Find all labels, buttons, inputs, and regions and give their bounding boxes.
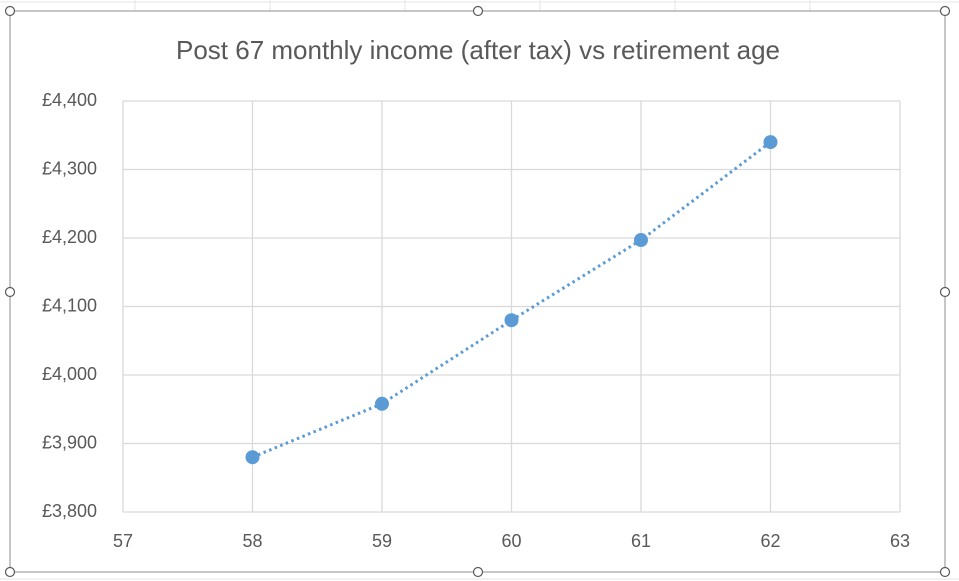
x-tick-label: 58: [242, 531, 262, 551]
x-tick-label: 62: [760, 531, 780, 551]
x-tick-label: 57: [113, 531, 133, 551]
data-point: [763, 135, 778, 150]
data-point: [245, 450, 260, 465]
data-point: [375, 396, 389, 411]
y-tick-label: £4,100: [42, 295, 97, 315]
x-tick-label: 59: [372, 531, 392, 551]
data-point: [634, 233, 648, 248]
data-point: [504, 313, 519, 328]
x-tick-label: 63: [890, 531, 910, 551]
y-tick-label: £4,000: [42, 364, 97, 384]
chart-frame[interactable]: [9, 10, 946, 573]
resize-handles[interactable]: [4, 5, 951, 578]
y-tick-label: £3,800: [42, 501, 97, 521]
y-tick-label: £4,200: [42, 227, 97, 247]
x-tick-label: 61: [631, 531, 651, 551]
y-tick-label: £4,300: [42, 158, 97, 178]
y-tick-label: £3,900: [42, 432, 97, 452]
x-tick-label: 60: [501, 531, 521, 551]
chart-title: Post 67 monthly income (after tax) vs re…: [176, 35, 780, 65]
y-tick-label: £4,400: [42, 90, 97, 110]
